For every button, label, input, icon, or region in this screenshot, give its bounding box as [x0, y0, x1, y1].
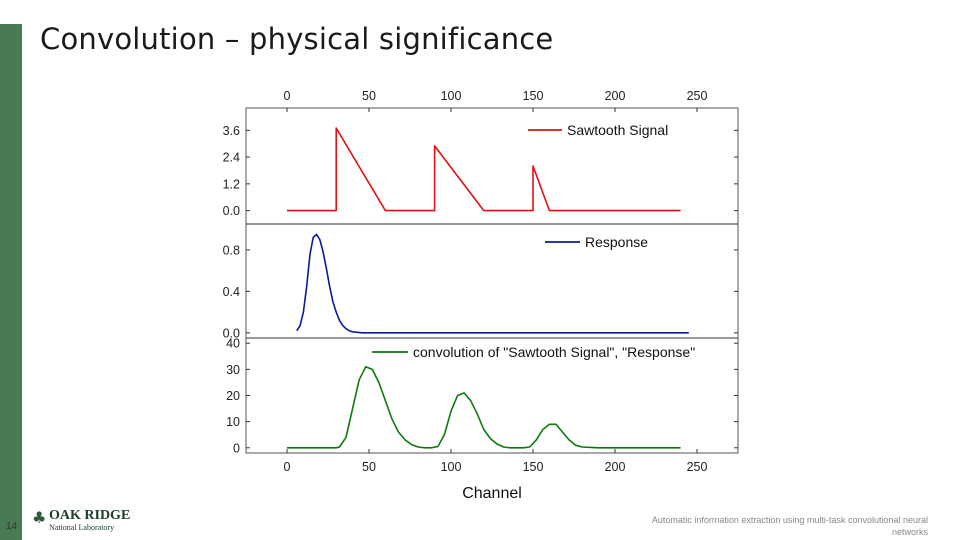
top-x-tick-label: 150: [523, 89, 544, 103]
x-axis-label: Channel: [462, 485, 522, 502]
y-tick-label: 0.4: [223, 285, 240, 299]
y-tick-label: 3.6: [223, 124, 240, 138]
y-tick-label: 10: [226, 415, 240, 429]
top-x-tick-label: 50: [362, 89, 376, 103]
y-tick-label: 0.0: [223, 204, 240, 218]
y-tick-label: 1.2: [223, 177, 240, 191]
legend-label: Sawtooth Signal: [567, 122, 668, 138]
legend-label: convolution of "Sawtooth Signal", "Respo…: [413, 344, 695, 360]
top-x-tick-label: 200: [605, 89, 626, 103]
y-tick-label: 40: [226, 337, 240, 351]
page-number: 14: [6, 521, 18, 532]
y-tick-label: 2.4: [223, 151, 240, 165]
bottom-x-tick-label: 150: [523, 460, 544, 474]
y-tick-label: 0.0: [223, 326, 240, 340]
y-tick-label: 0: [233, 441, 240, 455]
bottom-x-tick-label: 200: [605, 460, 626, 474]
bottom-x-tick-label: 50: [362, 460, 376, 474]
logo-name: OAK RIDGE: [49, 508, 131, 523]
bottom-x-tick-label: 250: [687, 460, 708, 474]
top-x-tick-label: 100: [441, 89, 462, 103]
top-x-tick-label: 0: [284, 89, 291, 103]
slide-title: Convolution – physical significance: [40, 22, 554, 56]
y-tick-label: 30: [226, 363, 240, 377]
logo-subtitle: National Laboratory: [49, 523, 115, 532]
series-line: [287, 366, 681, 449]
footer-text: Automatic information extraction using m…: [651, 515, 928, 537]
series-line: [296, 233, 689, 334]
accent-side-bar: [0, 24, 22, 540]
tree-icon: ♣: [32, 508, 47, 527]
legend-label: Response: [585, 234, 648, 250]
bottom-x-tick-label: 100: [441, 460, 462, 474]
y-tick-label: 0.8: [223, 243, 240, 257]
oak-ridge-logo: ♣ OAK RIDGE National Laboratory: [32, 508, 130, 534]
series-line: [287, 127, 681, 212]
bottom-x-tick-label: 0: [284, 460, 291, 474]
top-x-tick-label: 250: [687, 89, 708, 103]
chart-frame: [245, 107, 739, 454]
y-tick-label: 20: [226, 389, 240, 403]
